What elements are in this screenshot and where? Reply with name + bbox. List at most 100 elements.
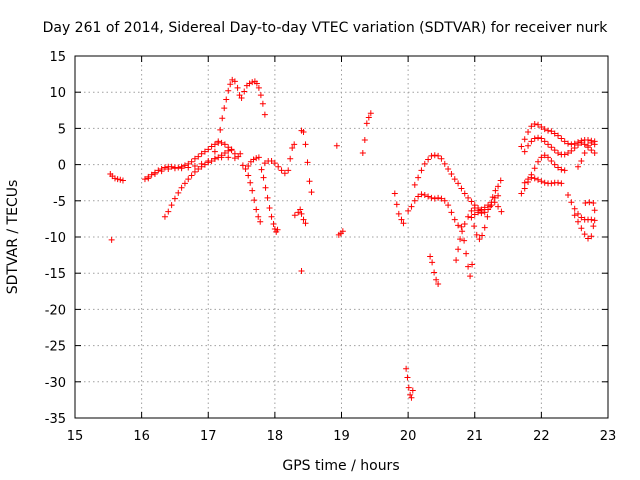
data-point [427, 253, 434, 260]
data-point [521, 179, 528, 186]
data-point [188, 172, 195, 179]
data-point [484, 213, 491, 220]
data-point [548, 144, 555, 151]
data-point [585, 142, 592, 149]
data-point [425, 193, 432, 200]
data-point [408, 203, 415, 210]
data-point [428, 194, 435, 201]
data-point [453, 257, 460, 264]
data-point [221, 141, 228, 148]
data-point [205, 146, 212, 153]
data-point [271, 160, 278, 167]
y-axis-label: SDTVAR / TECUs [5, 180, 21, 295]
series-s30 [575, 139, 598, 170]
data-point [588, 233, 595, 240]
chart-title: Day 261 of 2014, Sidereal Day-to-day VTE… [43, 20, 609, 36]
data-point [448, 209, 455, 216]
data-point [575, 142, 582, 149]
data-point [191, 155, 198, 162]
data-point [215, 138, 222, 145]
data-point [241, 88, 248, 95]
data-point [198, 163, 205, 170]
data-point [558, 135, 565, 142]
data-point [411, 181, 418, 188]
data-point [538, 178, 545, 185]
data-point [259, 100, 266, 107]
data-point [245, 172, 252, 179]
data-point [264, 194, 271, 201]
data-point [571, 205, 578, 212]
data-point [287, 155, 294, 162]
data-point [141, 176, 148, 183]
data-point [227, 81, 234, 88]
data-point [578, 214, 585, 221]
series-s17 [403, 365, 416, 401]
data-point [359, 150, 366, 157]
data-point [117, 176, 124, 183]
x-tick-label: 23 [600, 429, 617, 444]
data-point [188, 158, 195, 165]
data-point [291, 212, 298, 219]
data-point [471, 202, 478, 209]
data-point [201, 161, 208, 168]
data-point [481, 204, 488, 211]
data-point [545, 141, 552, 148]
data-point [588, 216, 595, 223]
data-point [531, 165, 538, 172]
data-point [568, 199, 575, 206]
data-point [478, 206, 485, 213]
data-point [518, 143, 525, 150]
data-point [591, 217, 598, 224]
data-point [571, 144, 578, 151]
data-point [261, 111, 268, 118]
data-point [155, 167, 162, 174]
data-point [538, 135, 545, 142]
data-point [461, 237, 468, 244]
series-s7 [237, 150, 262, 172]
data-point [548, 157, 555, 164]
data-point [266, 205, 273, 212]
data-point [175, 164, 182, 171]
data-point [492, 187, 499, 194]
data-point [218, 152, 225, 159]
data-point [195, 165, 202, 172]
data-point [300, 216, 307, 223]
data-point [468, 214, 475, 221]
data-point [231, 78, 238, 85]
data-point [185, 176, 192, 183]
data-point [581, 141, 588, 148]
data-point [469, 261, 476, 268]
data-point [555, 132, 562, 139]
data-point [518, 190, 525, 197]
data-point [588, 139, 595, 146]
data-point [185, 164, 192, 171]
data-point [585, 136, 592, 143]
data-point [178, 165, 185, 172]
data-point [457, 236, 464, 243]
data-point [471, 211, 478, 218]
data-point [415, 174, 422, 181]
x-tick-label: 15 [67, 429, 84, 444]
data-point [268, 213, 275, 220]
data-point [363, 120, 370, 127]
data-point [201, 148, 208, 155]
y-tick-labels: 15 10 5 0 -5 -10 -15 -20 -25 -30 -35 [45, 50, 66, 427]
data-point [339, 228, 346, 235]
data-point [191, 163, 198, 170]
series-s21 [453, 228, 476, 280]
data-point [270, 220, 277, 227]
data-point [289, 144, 296, 151]
data-point [395, 210, 402, 217]
series-s27 [521, 174, 565, 187]
data-point [565, 150, 572, 157]
data-point [445, 165, 452, 172]
data-point [551, 130, 558, 137]
data-point [463, 250, 470, 257]
data-point [408, 394, 415, 401]
data-point [198, 150, 205, 157]
data-point [391, 190, 398, 197]
data-point [245, 163, 252, 170]
data-point [258, 166, 265, 173]
data-point [231, 155, 238, 162]
data-point [568, 141, 575, 148]
